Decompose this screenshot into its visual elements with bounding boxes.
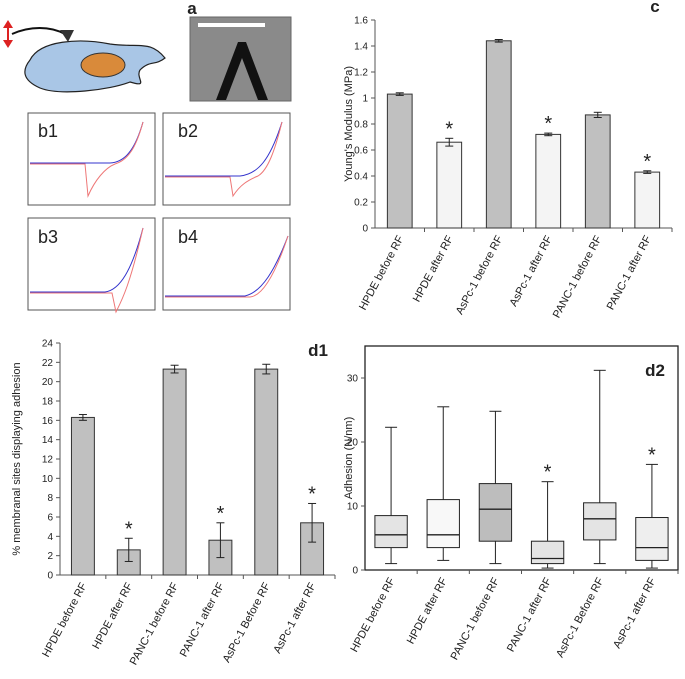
x-tick-label: PANC-1 after RF	[505, 576, 554, 655]
panel-label: b1	[38, 121, 58, 141]
y-tick-label: 1.6	[354, 16, 368, 27]
y-tick-label: 22	[42, 358, 54, 369]
y-tick-label: 10	[347, 502, 359, 513]
y-tick-label: 20	[42, 377, 54, 388]
y-tick-label: 0.4	[354, 172, 368, 183]
panel-label: b4	[178, 227, 198, 247]
panel-label: a	[187, 0, 197, 18]
box	[635, 517, 669, 561]
force-curves	[27, 112, 291, 314]
bar	[386, 93, 413, 229]
bar	[634, 171, 661, 229]
bar	[70, 416, 95, 576]
y-tick-label: 18	[42, 397, 54, 408]
x-tick-label: HPDE before RF	[348, 576, 397, 655]
x-tick-label: AsPc-1 after RF	[508, 234, 555, 309]
box	[583, 502, 617, 541]
y-tick-label: 14	[42, 435, 54, 446]
panel-label: d1	[308, 341, 328, 360]
y-tick-label: 10	[42, 474, 54, 485]
bar	[254, 368, 279, 576]
x-tick-label: HPDE after RF	[90, 581, 135, 652]
x-tick-label: AsPc-1 after RF	[271, 581, 318, 656]
bar	[162, 368, 187, 576]
y-axis-title: Young's Modulus (MPa)	[343, 66, 355, 182]
x-tick-label: HPDE before RF	[357, 234, 406, 313]
x-tick-label: PANC-1 after RF	[605, 234, 654, 313]
y-tick-label: 1.4	[354, 42, 368, 53]
panel-label: d2	[645, 361, 665, 380]
x-tick-label: PANC-1 before RF	[128, 581, 182, 668]
y-tick-label: 30	[347, 374, 359, 385]
microscope-image	[189, 16, 292, 102]
y-tick-label: 0	[47, 571, 53, 582]
y-tick-label: 0	[352, 566, 358, 577]
bar	[535, 133, 562, 229]
significance-mark: *	[125, 518, 133, 540]
y-tick-label: 0.6	[354, 146, 368, 157]
significance-mark: *	[544, 113, 552, 135]
significance-mark: *	[445, 118, 453, 140]
x-tick-label: AsPc-1 Before RF	[221, 581, 273, 665]
y-tick-label: 8	[47, 493, 53, 504]
plot-frame	[364, 345, 679, 571]
significance-mark: *	[308, 483, 316, 505]
cell-cartoon	[3, 20, 166, 93]
x-tick-label: PANC-1 after RF	[178, 581, 227, 660]
x-tick-label: HPDE before RF	[40, 581, 89, 660]
box	[530, 540, 565, 565]
x-tick-label: AsPc-1 after RF	[611, 576, 658, 651]
y-tick-label: 0.8	[354, 120, 368, 131]
y-tick-label: 0.2	[354, 198, 368, 209]
y-tick-label: 0	[362, 224, 368, 235]
bar	[584, 114, 611, 229]
box	[478, 483, 513, 542]
y-tick-label: 16	[42, 416, 54, 427]
box	[374, 515, 408, 549]
significance-mark: *	[217, 503, 225, 525]
panel-label: b3	[38, 227, 58, 247]
x-tick-label: PANC-1 before RF	[449, 576, 503, 663]
bar	[485, 40, 512, 229]
significance-mark: *	[544, 462, 552, 484]
bar	[436, 141, 463, 229]
y-tick-label: 2	[47, 551, 53, 562]
x-tick-label: HPDE after RF	[405, 576, 450, 647]
significance-mark: *	[643, 151, 651, 173]
y-tick-label: 20	[347, 438, 359, 449]
box	[426, 499, 460, 549]
panel-label: b2	[178, 121, 198, 141]
significance-mark: *	[648, 444, 656, 466]
y-tick-label: 6	[47, 513, 53, 524]
y-tick-label: 4	[47, 532, 53, 543]
x-tick-label: HPDE after RF	[411, 234, 456, 305]
panel-label: c	[650, 0, 659, 16]
y-tick-label: 1.2	[354, 68, 368, 79]
x-tick-label: AsPc-1 before RF	[454, 234, 506, 317]
y-tick-label: 24	[42, 339, 54, 350]
y-axis-title: % membranal sites displaying adhesion	[11, 362, 23, 555]
x-tick-label: AsPc-1 Before RF	[554, 576, 606, 660]
y-tick-label: 1	[362, 94, 368, 105]
y-tick-label: 12	[42, 455, 54, 466]
x-tick-label: PANC-1 before RF	[551, 234, 605, 321]
y-axis-title: Adhesion (N/nm)	[343, 417, 355, 500]
